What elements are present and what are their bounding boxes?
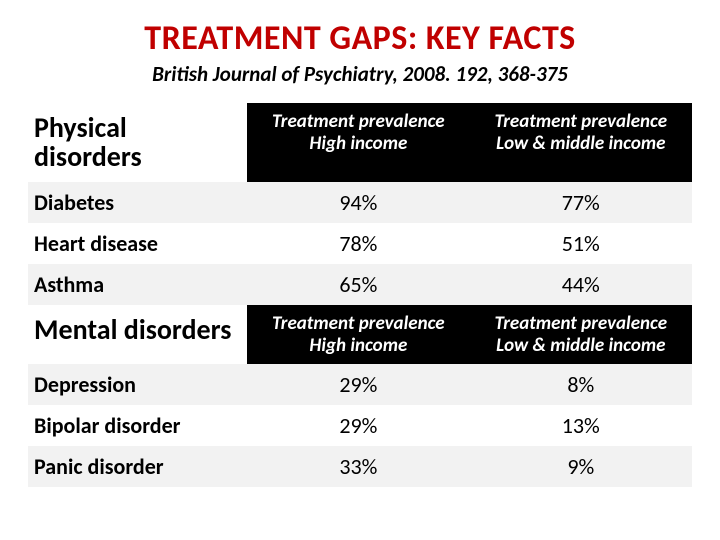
row-label: Asthma — [28, 264, 247, 305]
col-header-line2: Low & middle income — [496, 132, 665, 155]
table-row: Asthma 65% 44% — [28, 264, 692, 305]
cell-value: 94% — [247, 182, 469, 223]
column-header: Treatment prevalence High income — [247, 305, 469, 365]
cell-value: 44% — [470, 264, 692, 305]
cell-value: 77% — [470, 182, 692, 223]
cell-value: 33% — [247, 446, 469, 487]
row-label: Diabetes — [28, 182, 247, 223]
cell-value: 78% — [247, 223, 469, 264]
section-heading: Physical disorders — [28, 103, 247, 182]
section-header-row: Physical disorders Treatment prevalence … — [28, 103, 692, 182]
table-row: Heart disease 78% 51% — [28, 223, 692, 264]
section-header-row: Mental disorders Treatment prevalence Hi… — [28, 305, 692, 365]
cell-value: 65% — [247, 264, 469, 305]
table-row: Panic disorder 33% 9% — [28, 446, 692, 487]
col-header-line1: Treatment prevalence — [494, 110, 667, 133]
cell-value: 29% — [247, 364, 469, 405]
table-row: Depression 29% 8% — [28, 364, 692, 405]
table-row: Bipolar disorder 29% 13% — [28, 405, 692, 446]
col-header-line1: Treatment prevalence — [272, 312, 445, 335]
row-label: Bipolar disorder — [28, 405, 247, 446]
col-header-line2: Low & middle income — [496, 334, 665, 357]
cell-value: 9% — [470, 446, 692, 487]
col-header-line2: High income — [309, 132, 407, 155]
cell-value: 13% — [470, 405, 692, 446]
column-header: Treatment prevalence High income — [247, 103, 469, 182]
column-header: Treatment prevalence Low & middle income — [470, 103, 692, 182]
col-header-line1: Treatment prevalence — [272, 110, 445, 133]
column-header: Treatment prevalence Low & middle income — [470, 305, 692, 365]
table-row: Diabetes 94% 77% — [28, 182, 692, 223]
row-label: Heart disease — [28, 223, 247, 264]
col-header-line1: Treatment prevalence — [494, 312, 667, 335]
section-heading: Mental disorders — [28, 305, 247, 365]
cell-value: 29% — [247, 405, 469, 446]
cell-value: 8% — [470, 364, 692, 405]
treatment-gap-table: Physical disorders Treatment prevalence … — [28, 103, 692, 487]
page-title: TREATMENT GAPS: KEY FACTS — [28, 18, 692, 59]
row-label: Depression — [28, 364, 247, 405]
cell-value: 51% — [470, 223, 692, 264]
col-header-line2: High income — [309, 334, 407, 357]
page-subtitle: British Journal of Psychiatry, 2008. 192… — [28, 61, 692, 87]
row-label: Panic disorder — [28, 446, 247, 487]
